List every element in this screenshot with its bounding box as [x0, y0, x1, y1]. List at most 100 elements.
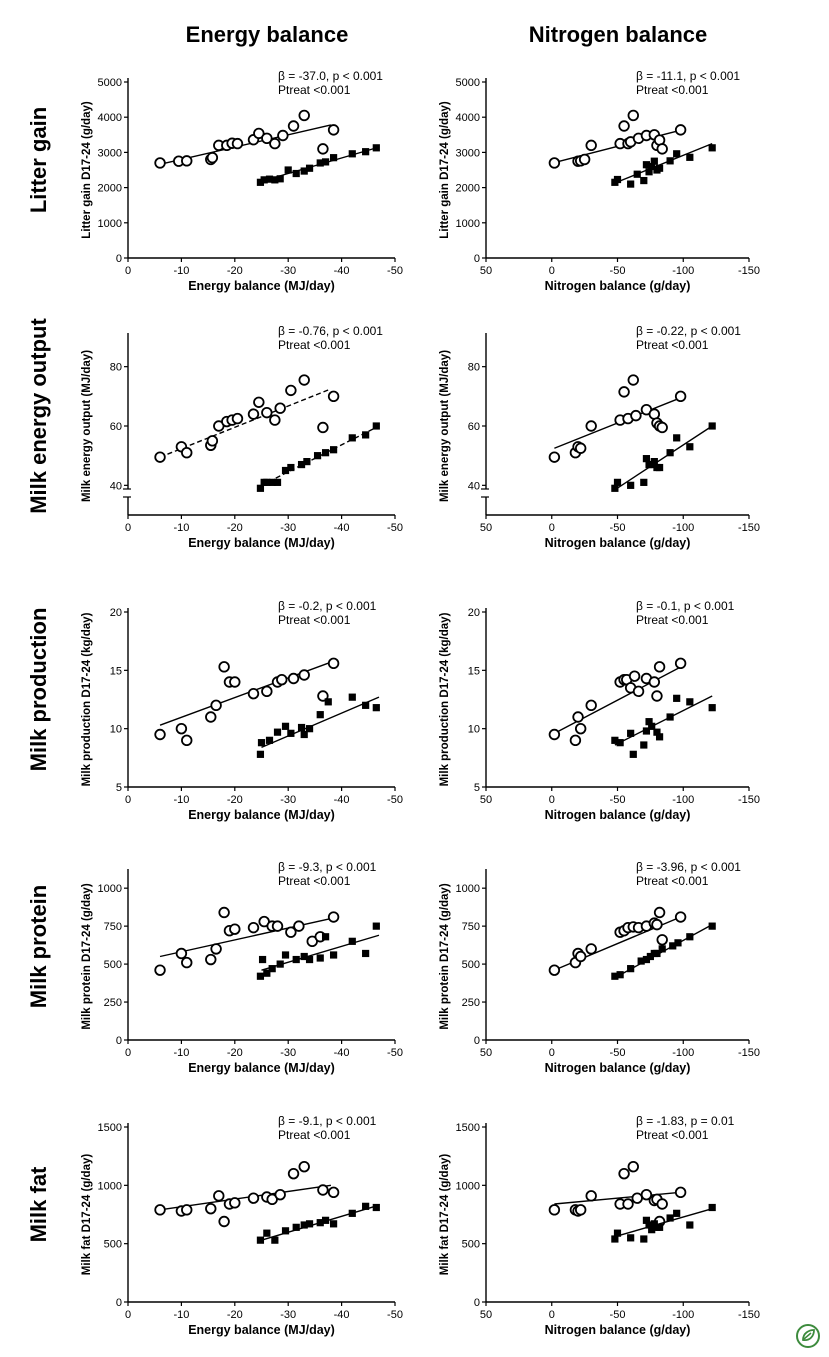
chart-4-series-1-point-11 — [348, 693, 356, 701]
chart-1-series-1-point-3 — [633, 170, 641, 178]
chart-3-y-tick-label-2: 80 — [468, 362, 480, 374]
chart-4-y-tick-label-1: 10 — [110, 724, 122, 736]
chart-2-stat-line-1: Ptreat <0.001 — [278, 338, 351, 352]
chart-4-x-axis-label: Energy balance (MJ/day) — [188, 808, 335, 822]
chart-5-y-tick-label-0: 5 — [474, 782, 480, 794]
chart-4-series-0-point-8 — [247, 687, 260, 700]
chart-1-stat-line-0: β = -11.1, p < 0.001 — [636, 69, 740, 83]
chart-4-y-tick-label-0: 5 — [116, 782, 122, 794]
chart-6-series-0-point-3 — [205, 953, 217, 966]
chart-0-x-tick-label-4: -40 — [334, 265, 350, 277]
chart-1-y-tick-label-0: 0 — [474, 253, 480, 265]
chart-0-x-tick-label-3: -30 — [280, 265, 296, 277]
chart-9-series-0-point-8 — [627, 1160, 639, 1173]
chart-5-series-0-point-0 — [548, 728, 561, 741]
chart-4-series-0-point-7 — [229, 676, 241, 688]
chart-0-series-1-point-6 — [292, 169, 300, 178]
chart-8-series-1-point-7 — [316, 1219, 324, 1227]
chart-5-series-1-point-12 — [686, 698, 694, 706]
chart-1-series-1-point-6 — [645, 168, 653, 176]
chart-0-series-1-point-14 — [372, 144, 380, 152]
chart-9-y-tick-label-0: 0 — [474, 1297, 480, 1309]
chart-3-series-0-point-14 — [656, 421, 668, 434]
chart-3-axis-break — [481, 489, 491, 497]
chart-1-x-tick-label-1: 0 — [549, 265, 555, 277]
leaf-logo-icon — [796, 1324, 820, 1348]
chart-9-y-tick-label-2: 1000 — [456, 1180, 480, 1192]
chart-0-x-tick-label-1: -10 — [173, 265, 189, 277]
chart-4-series-1-point-9 — [316, 711, 324, 719]
chart-4-x-tick-label-3: -30 — [280, 794, 296, 806]
chart-9-series-1-point-13 — [708, 1203, 716, 1212]
row-title-4: Milk fat — [26, 1166, 51, 1242]
chart-5-series-1-point-2 — [627, 729, 635, 737]
chart-6-x-tick-label-5: -50 — [387, 1047, 403, 1059]
chart-8-series-0-point-4 — [213, 1190, 225, 1202]
chart-8-series-0-point-3 — [205, 1202, 217, 1215]
chart-2-series-1-point-14 — [372, 422, 380, 430]
chart-6-series-0-point-16 — [327, 911, 340, 923]
chart-7-stat-line-0: β = -3.96, p < 0.001 — [636, 860, 741, 874]
chart-1-x-tick-label-2: -50 — [610, 265, 626, 277]
chart-3-y-tick-label-1: 60 — [468, 421, 480, 433]
chart-5-series-0-point-14 — [653, 661, 666, 673]
chart-6-x-tick-label-2: -20 — [227, 1047, 243, 1059]
chart-8-series-1-point-0 — [256, 1236, 265, 1244]
chart-2-y-axis-label: Milk energy output (MJ/day) — [81, 350, 93, 502]
chart-8-series-0-point-14 — [317, 1184, 329, 1196]
chart-1-series-0-point-15 — [656, 143, 668, 155]
chart-2-series-0-point-15 — [298, 374, 310, 386]
chart-6-stat-line-1: Ptreat <0.001 — [278, 874, 351, 888]
chart-8-y-tick-label-2: 1000 — [98, 1180, 122, 1192]
chart-1-x-axis-label: Nitrogen balance (g/day) — [545, 279, 691, 293]
chart-6-series-0-point-1 — [175, 947, 188, 960]
chart-5-series-0-point-3 — [574, 722, 587, 735]
chart-8-series-0-point-5 — [218, 1215, 230, 1228]
chart-4-x-tick-label-2: -20 — [227, 794, 243, 806]
chart-1-series-0-point-4 — [585, 139, 597, 152]
chart-9-x-tick-label-1: 0 — [549, 1309, 555, 1321]
chart-7-series-1-point-1 — [616, 971, 624, 979]
chart-2-series-1-point-0 — [256, 484, 265, 492]
chart-7-series-1-point-2 — [627, 965, 635, 973]
row-title-2: Milk production — [26, 608, 51, 772]
chart-7-series-1-point-8 — [658, 945, 666, 953]
chart-2-series-0-point-16 — [317, 421, 329, 434]
chart-1-series-1-point-12 — [673, 150, 681, 158]
chart-0-series-0-point-15 — [298, 109, 310, 122]
chart-6-series-1-point-2 — [263, 969, 271, 977]
chart-7-series-0-point-12 — [651, 918, 663, 931]
chart-1-series-0-point-0 — [548, 157, 561, 169]
chart-2-series-1-point-13 — [362, 431, 370, 439]
chart-7-series-0-point-14 — [656, 934, 668, 946]
chart-7-series-1-point-7 — [653, 949, 661, 958]
chart-0-series-1-point-3 — [271, 176, 279, 184]
chart-3-x-tick-label-4: -150 — [738, 522, 760, 534]
chart-0-y-axis-label: Litter gain D17-24 (g/day) — [81, 101, 93, 239]
chart-5-series-0-point-15 — [674, 657, 687, 670]
chart-0-series-1-point-11 — [329, 154, 338, 162]
chart-5-stat-line-1: Ptreat <0.001 — [636, 613, 709, 627]
chart-1-y-tick-label-3: 3000 — [456, 147, 480, 159]
chart-1-x-tick-label-4: -150 — [738, 265, 760, 277]
chart-5-series-0-point-4 — [585, 699, 597, 712]
chart-7-x-axis-label: Nitrogen balance (g/day) — [545, 1061, 691, 1075]
chart-5-series-1-point-7 — [648, 722, 656, 730]
chart-3-x-axis-label: Nitrogen balance (g/day) — [545, 536, 691, 550]
chart-4-series-0-point-12 — [287, 672, 300, 685]
chart-7-y-tick-label-3: 750 — [462, 921, 480, 933]
chart-3-series-0-point-8 — [627, 374, 639, 386]
chart-0-series-1-point-0 — [256, 178, 265, 186]
chart-0-series-0-point-4 — [206, 151, 219, 164]
chart-8-x-axis-label: Energy balance (MJ/day) — [188, 1323, 335, 1337]
chart-2-series-0-fit-line — [159, 388, 332, 458]
chart-2-series-0-point-2 — [181, 447, 193, 459]
chart-9-series-1-point-5 — [645, 1221, 653, 1229]
chart-0-series-1-point-9 — [316, 159, 324, 167]
chart-4-series-0-point-1 — [175, 722, 188, 735]
chart-2-axis-break — [123, 489, 133, 497]
chart-5-x-tick-label-4: -150 — [738, 794, 760, 806]
chart-0-series-0-point-2 — [181, 155, 193, 167]
chart-3-series-0-point-0 — [548, 451, 561, 463]
